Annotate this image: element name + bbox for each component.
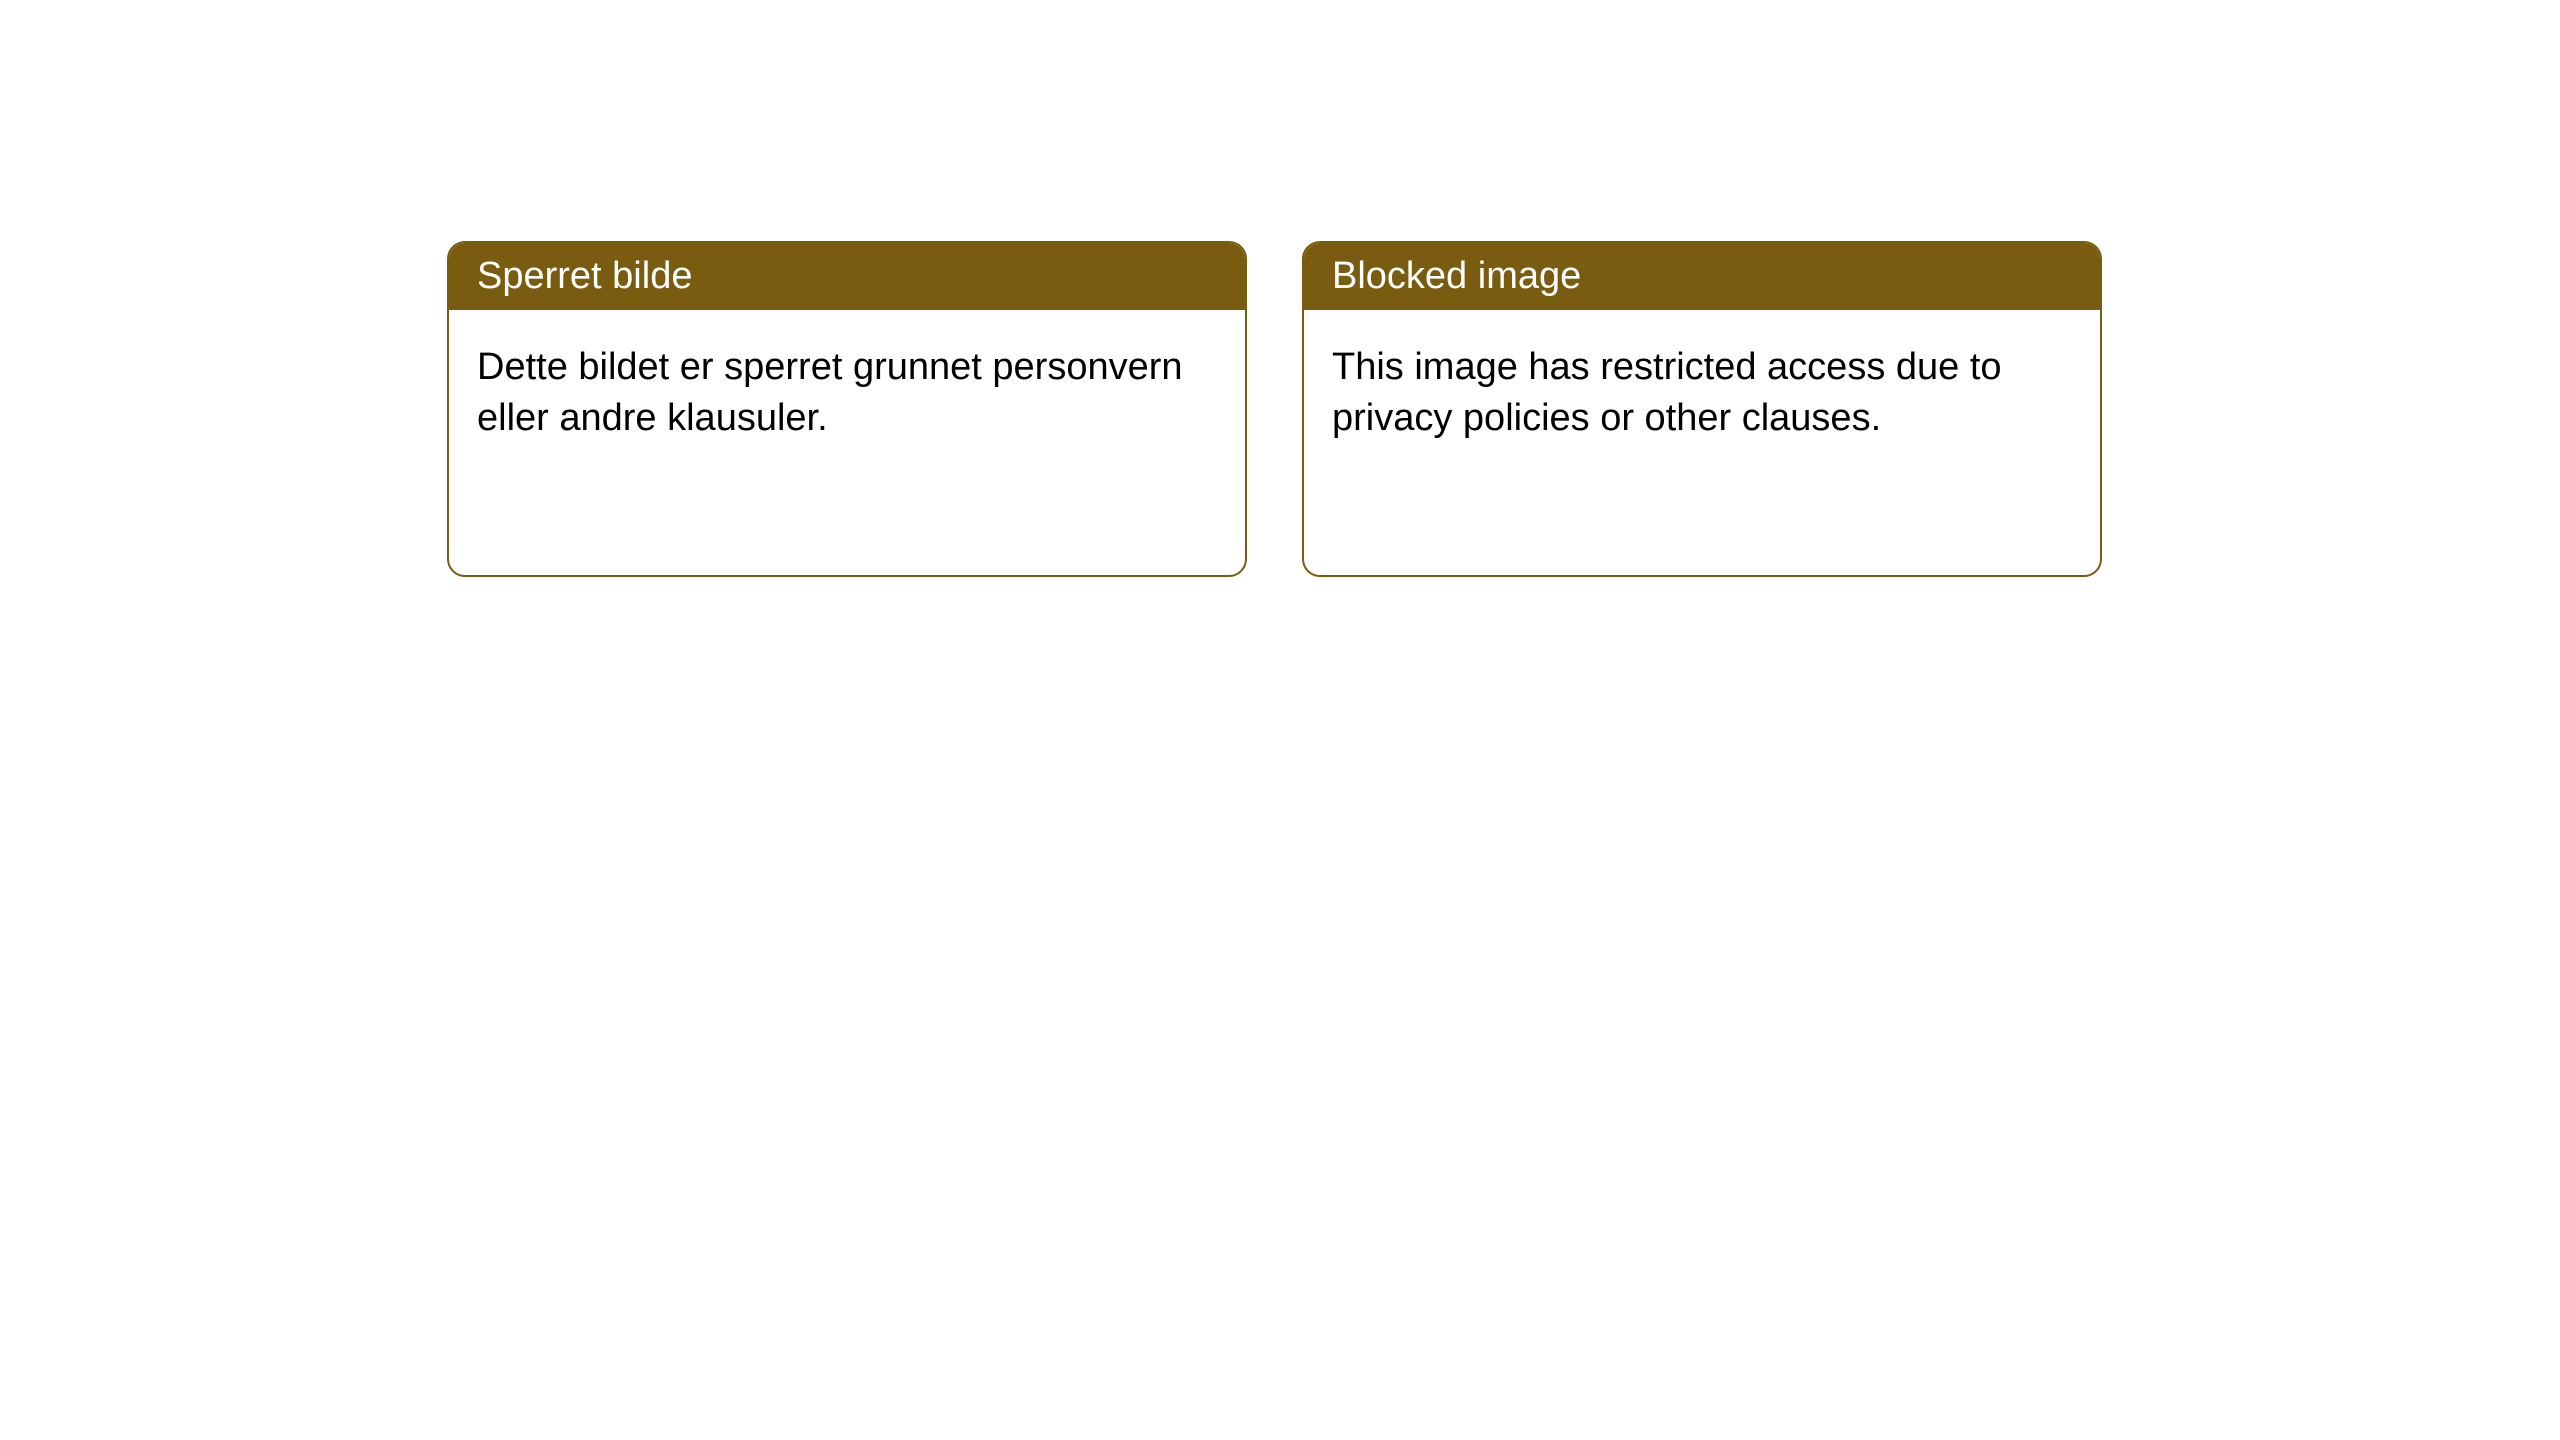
notice-container: Sperret bilde Dette bildet er sperret gr… (447, 241, 2102, 577)
card-body-en: This image has restricted access due to … (1304, 310, 2100, 477)
card-message-en: This image has restricted access due to … (1332, 346, 2002, 439)
blocked-image-card-en: Blocked image This image has restricted … (1302, 241, 2102, 577)
card-title-no: Sperret bilde (477, 255, 692, 297)
card-title-en: Blocked image (1332, 255, 1581, 297)
blocked-image-card-no: Sperret bilde Dette bildet er sperret gr… (447, 241, 1247, 577)
card-header-en: Blocked image (1304, 243, 2100, 310)
card-header-no: Sperret bilde (449, 243, 1245, 310)
card-message-no: Dette bildet er sperret grunnet personve… (477, 346, 1183, 439)
card-body-no: Dette bildet er sperret grunnet personve… (449, 310, 1245, 477)
